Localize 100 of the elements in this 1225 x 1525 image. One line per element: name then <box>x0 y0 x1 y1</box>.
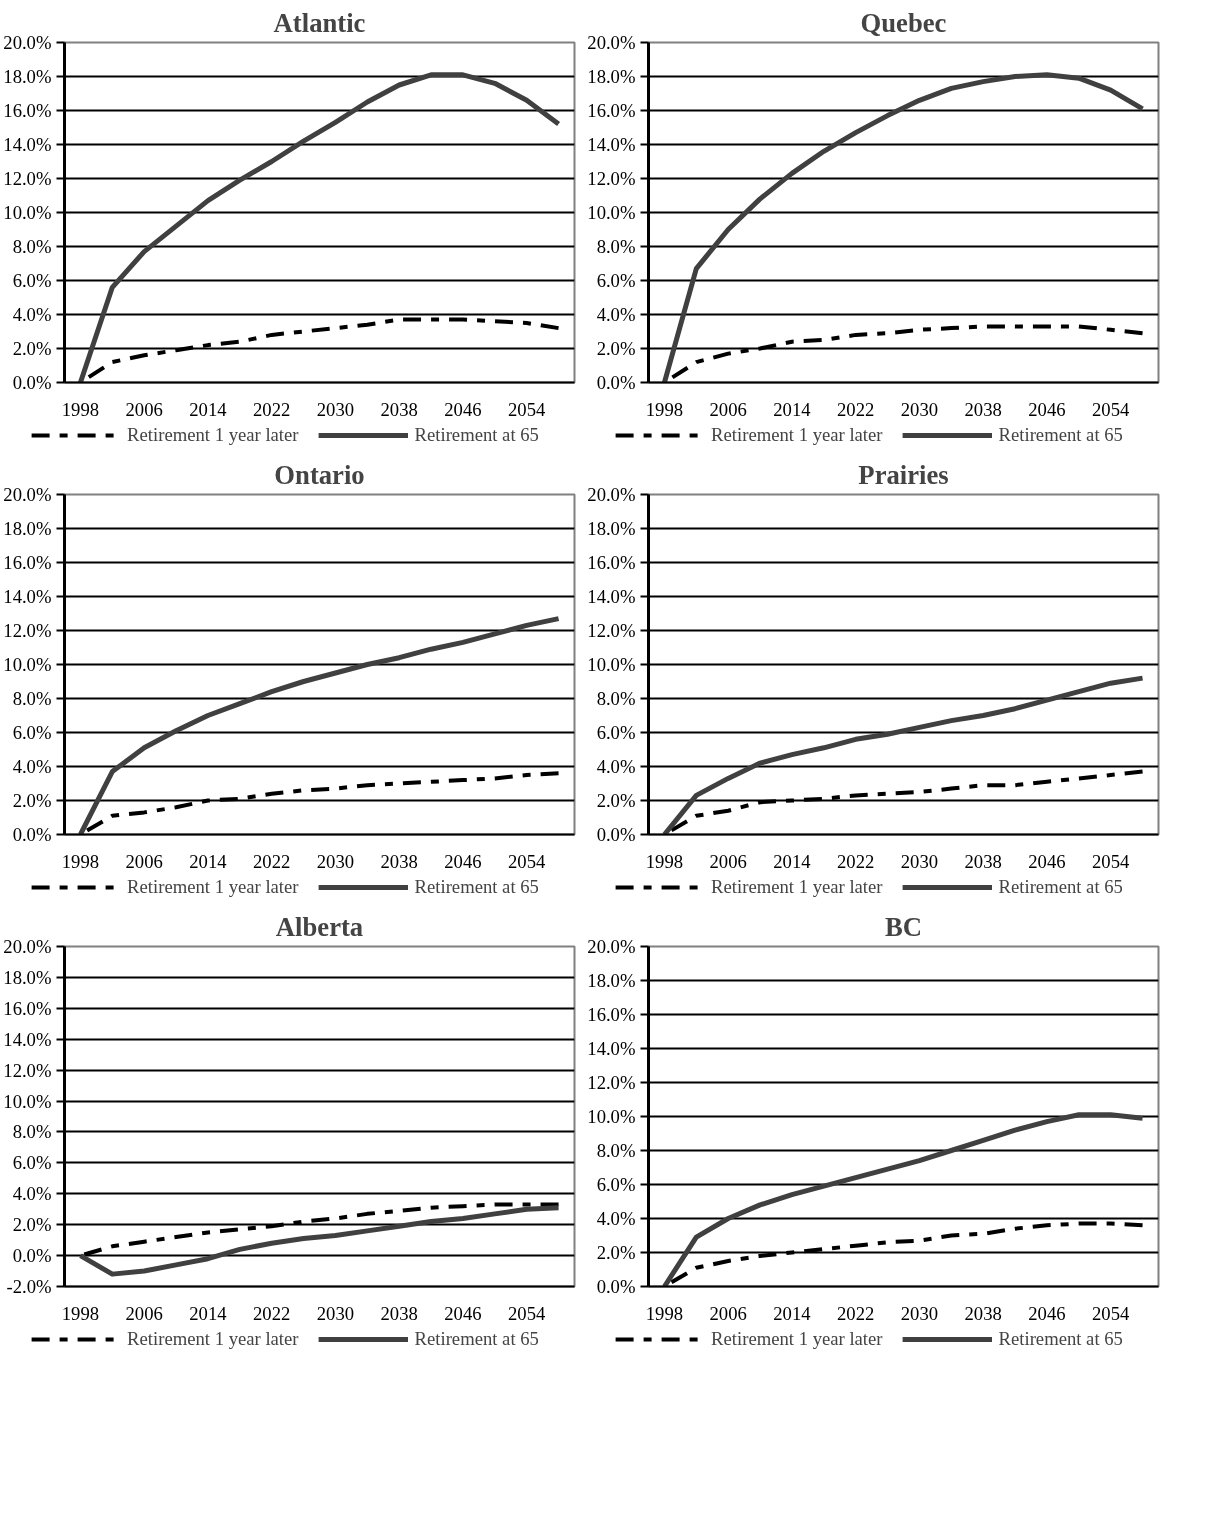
legend-label: Retirement at 65 <box>414 1328 539 1350</box>
x-tick-label: 2022 <box>253 850 291 872</box>
x-tick-label: 2046 <box>1028 1302 1066 1324</box>
legend-label: Retirement at 65 <box>998 1328 1123 1350</box>
y-tick-label: 4.0% <box>596 304 636 325</box>
x-tick-label: 2054 <box>1092 1302 1131 1324</box>
x-tick-label: 2014 <box>773 850 812 872</box>
y-tick-label: 2.0% <box>12 790 52 811</box>
y-tick-label: 2.0% <box>12 338 52 359</box>
x-tick-label: 1998 <box>61 850 100 872</box>
y-tick-label: 0.0% <box>12 1245 52 1267</box>
x-tick-label: 2038 <box>964 398 1002 420</box>
x-tick-label: 2038 <box>964 1302 1002 1324</box>
y-tick-label: 0.0% <box>596 824 636 845</box>
y-tick-label: 4.0% <box>12 756 52 777</box>
y-tick-label: 14.0% <box>587 586 636 607</box>
x-tick-label: 2006 <box>125 398 163 420</box>
x-tick-label: 2014 <box>189 1302 228 1324</box>
y-tick-label: 8.0% <box>12 236 52 257</box>
y-tick-label: 18.0% <box>587 970 636 991</box>
x-tick-label: 1998 <box>645 1302 684 1324</box>
x-tick-label: 2006 <box>709 850 747 872</box>
legend-label: Retirement at 65 <box>414 424 539 446</box>
y-tick-label: 18.0% <box>587 518 636 539</box>
y-tick-label: 16.0% <box>3 100 52 121</box>
y-tick-label: 16.0% <box>3 552 52 573</box>
x-tick-label: 2006 <box>125 1302 163 1324</box>
y-tick-label: 16.0% <box>587 100 636 121</box>
x-tick-label: 2038 <box>380 398 418 420</box>
y-tick-label: 18.0% <box>3 518 52 539</box>
legend-label: Retirement 1 year later <box>711 1328 883 1350</box>
x-tick-label: 2030 <box>316 850 355 872</box>
y-tick-label: 12.0% <box>3 168 52 189</box>
y-tick-label: 20.0% <box>3 936 52 957</box>
x-tick-label: 1998 <box>645 398 684 420</box>
y-tick-label: 2.0% <box>596 338 636 359</box>
y-tick-label: 14.0% <box>3 134 52 155</box>
y-tick-label: 12.0% <box>587 620 636 641</box>
x-tick-label: 2022 <box>837 1302 875 1324</box>
legend-label: Retirement 1 year later <box>127 1328 299 1350</box>
y-tick-label: 8.0% <box>12 1121 52 1143</box>
chart-title: Ontario <box>274 459 365 490</box>
x-tick-label: 1998 <box>61 1302 100 1324</box>
y-tick-label: 16.0% <box>587 552 636 573</box>
y-tick-label: 6.0% <box>596 722 636 743</box>
y-tick-label: 10.0% <box>3 202 52 223</box>
x-tick-label: 2014 <box>773 1302 812 1324</box>
y-tick-label: 4.0% <box>12 1183 52 1205</box>
x-tick-label: 2014 <box>189 850 228 872</box>
y-tick-label: 8.0% <box>12 688 52 709</box>
x-tick-label: 2038 <box>380 850 418 872</box>
legend-label: Retirement 1 year later <box>711 424 883 446</box>
y-tick-label: 20.0% <box>587 936 636 957</box>
chart-title: Prairies <box>858 459 949 490</box>
legend-label: Retirement 1 year later <box>127 424 299 446</box>
y-tick-label: 2.0% <box>596 1242 636 1263</box>
x-tick-label: 2030 <box>316 1302 355 1324</box>
x-tick-label: 2046 <box>444 1302 482 1324</box>
x-tick-label: 2030 <box>900 398 939 420</box>
chart-title: Atlantic <box>273 7 366 38</box>
y-tick-label: 18.0% <box>587 66 636 87</box>
y-tick-label: 14.0% <box>587 1038 636 1059</box>
x-tick-label: 2022 <box>253 398 291 420</box>
chart-title: BC <box>884 911 923 942</box>
y-tick-label: 12.0% <box>3 1059 52 1081</box>
x-tick-label: 2054 <box>508 398 547 420</box>
y-tick-label: 6.0% <box>596 1174 636 1195</box>
y-tick-label: 0.0% <box>596 372 636 393</box>
y-tick-label: 6.0% <box>12 722 52 743</box>
x-tick-label: 2038 <box>380 1302 418 1324</box>
x-tick-label: 2014 <box>189 398 228 420</box>
x-tick-label: 2054 <box>508 850 547 872</box>
chart-title: Alberta <box>275 911 364 942</box>
y-tick-label: 2.0% <box>596 790 636 811</box>
x-tick-label: 2030 <box>900 1302 939 1324</box>
y-tick-label: 12.0% <box>3 620 52 641</box>
y-tick-label: 4.0% <box>596 1208 636 1229</box>
y-tick-label: 8.0% <box>596 688 636 709</box>
x-tick-label: 2054 <box>1092 850 1131 872</box>
y-tick-label: 12.0% <box>587 168 636 189</box>
legend-label: Retirement at 65 <box>414 876 539 898</box>
y-tick-label: 0.0% <box>12 372 52 393</box>
x-tick-label: 2006 <box>709 1302 747 1324</box>
x-tick-label: 2030 <box>316 398 355 420</box>
y-tick-label: 0.0% <box>596 1276 636 1297</box>
legend-label: Retirement at 65 <box>998 424 1123 446</box>
y-tick-label: 18.0% <box>3 966 52 988</box>
y-tick-label: 10.0% <box>3 1090 52 1112</box>
y-tick-label: 20.0% <box>3 32 52 53</box>
y-tick-label: 2.0% <box>12 1214 52 1236</box>
y-tick-label: 14.0% <box>3 586 52 607</box>
x-tick-label: 2046 <box>444 398 482 420</box>
legend-label: Retirement 1 year later <box>711 876 883 898</box>
x-tick-label: 2014 <box>773 398 812 420</box>
y-tick-label: 10.0% <box>587 654 636 675</box>
x-tick-label: 2046 <box>1028 398 1066 420</box>
x-tick-label: 2006 <box>125 850 163 872</box>
y-tick-label: 8.0% <box>596 236 636 257</box>
x-tick-label: 2038 <box>964 850 1002 872</box>
y-tick-label: 4.0% <box>12 304 52 325</box>
